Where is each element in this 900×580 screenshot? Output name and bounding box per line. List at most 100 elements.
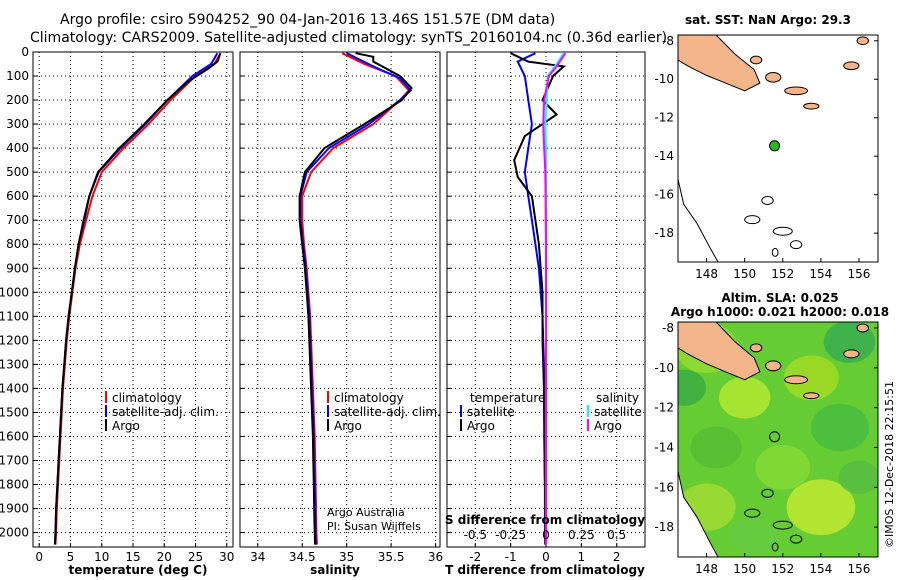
x-tick-label: 154 (809, 562, 832, 576)
x-tick-label: 150 (733, 562, 756, 576)
y-tick-label: -16 (654, 480, 674, 494)
argo-location-marker (769, 431, 781, 443)
x-tick-label: 20 (157, 550, 172, 564)
png-mainland (678, 322, 761, 381)
argo-location-marker (769, 140, 781, 152)
island (749, 55, 763, 65)
reef-outline (772, 226, 793, 236)
island (803, 392, 820, 400)
sla-blob (786, 479, 856, 536)
y-tick-label: 1100 (0, 309, 29, 323)
legend-temperature-title: temperature (470, 391, 545, 405)
y-tick-label: 800 (6, 237, 29, 251)
legend-salinity-title: salinity (596, 391, 639, 405)
legend-satellite: satellite-adj. clim. (112, 405, 219, 419)
island (843, 349, 860, 359)
island (765, 360, 782, 372)
legend-t-argo: Argo (467, 419, 495, 433)
s-tick-label: 0 (542, 528, 550, 542)
y-tick-label: 300 (6, 117, 29, 131)
reef-outline (772, 520, 793, 530)
legend-s-satellite: satellite (594, 405, 642, 419)
legend-t-satellite: satellite (467, 405, 515, 419)
x-tick-label: 36 (428, 550, 443, 564)
australia-coast (678, 471, 719, 557)
series-line-t-argo (510, 52, 566, 545)
salinity-panel: 34 34.5 35 35.5 36 (239, 51, 443, 564)
y-tick-label: 900 (6, 261, 29, 275)
y-tick-label: 1300 (0, 357, 29, 371)
y-tick-label: 0 (21, 45, 29, 59)
y-tick-label: -18 (654, 226, 674, 240)
y-tick-label: 1800 (0, 478, 29, 492)
x-tick-label: 148 (695, 562, 718, 576)
png-mainland (678, 35, 761, 92)
island (856, 36, 869, 46)
x-tick-label: 0 (542, 550, 550, 564)
y-tick-label: 1000 (0, 285, 29, 299)
sla-blob (838, 460, 878, 495)
x-tick-label: 150 (733, 267, 756, 281)
x-tick-label: 35.5 (378, 550, 405, 564)
legend-argo: Argo (334, 419, 362, 433)
y-tick-label: -8 (662, 34, 674, 48)
x-tick-label: 0 (35, 550, 43, 564)
difference-legend: temperature satellite Argo salinity sate… (460, 391, 642, 433)
sla-blob (678, 369, 706, 406)
y-tick-label: 600 (6, 189, 29, 203)
t-diff-xlabel: T difference from climatology (445, 563, 645, 577)
island (784, 375, 809, 385)
legend-climatology: climatology (112, 391, 182, 405)
y-tick-label: 2000 (0, 526, 29, 540)
island (856, 323, 869, 333)
y-tick-label: -14 (654, 149, 674, 163)
island (749, 343, 763, 353)
s-tick-label: 0.25 (568, 528, 595, 542)
sla-blob (730, 517, 779, 557)
y-tick-label: 1500 (0, 405, 29, 419)
y-tick-label: 500 (6, 165, 29, 179)
s-tick-label: -0.5 (464, 528, 487, 542)
x-tick-label: 154 (809, 267, 832, 281)
x-tick-label: 152 (771, 562, 794, 576)
reef-outline (761, 488, 774, 498)
s-tick-label: -0.25 (495, 528, 526, 542)
island (784, 86, 809, 96)
reef-outline (761, 195, 774, 205)
x-tick-label: -2 (469, 550, 481, 564)
reef-outline (771, 542, 779, 552)
sst-map: 148 150 152 154 156 -8 -10 -12 -14 -16 -18 (654, 34, 879, 281)
legend-argo: Argo (112, 419, 140, 433)
salinity-xlabel: salinity (310, 563, 360, 577)
x-tick-label: 34 (250, 550, 265, 564)
x-tick-label: 152 (771, 267, 794, 281)
map2-title-2: Argo h1000: 0.021 h2000: 0.018 (671, 305, 889, 319)
y-tick-label: 700 (6, 213, 29, 227)
reef-outline (744, 215, 761, 225)
x-tick-label: 1 (578, 550, 586, 564)
x-tick-label: 156 (847, 267, 870, 281)
temperature-xlabel: temperature (deg C) (69, 563, 208, 577)
temperature-panel: 0 5 10 15 20 25 300100200300400500600700800900… (0, 45, 234, 564)
sla-blob (718, 376, 771, 419)
x-tick-label: 25 (188, 550, 203, 564)
s-diff-xlabel: S difference from climatology (445, 513, 645, 527)
sla-blob (783, 355, 839, 401)
imos-watermark: ©IMOS 12-Dec-2018 22:15:51 (883, 381, 896, 548)
sla-blob (755, 445, 811, 490)
y-tick-label: -8 (662, 321, 674, 335)
x-tick-label: -1 (505, 550, 517, 564)
map-frame (677, 321, 879, 558)
y-tick-label: -10 (654, 72, 674, 86)
argo-australia-note: Argo Australia (327, 506, 405, 519)
x-tick-label: 2 (613, 550, 621, 564)
y-tick-label: 100 (6, 69, 29, 83)
y-tick-label: -10 (654, 361, 674, 375)
reef-outline (789, 240, 803, 250)
salinity-legend: climatology satellite-adj. clim. Argo (327, 391, 441, 433)
legend-climatology: climatology (334, 391, 404, 405)
map1-title: sat. SST: NaN Argo: 29.3 (685, 13, 851, 27)
legend-satellite: satellite-adj. clim. (334, 405, 441, 419)
series-line-argo (53, 52, 222, 545)
